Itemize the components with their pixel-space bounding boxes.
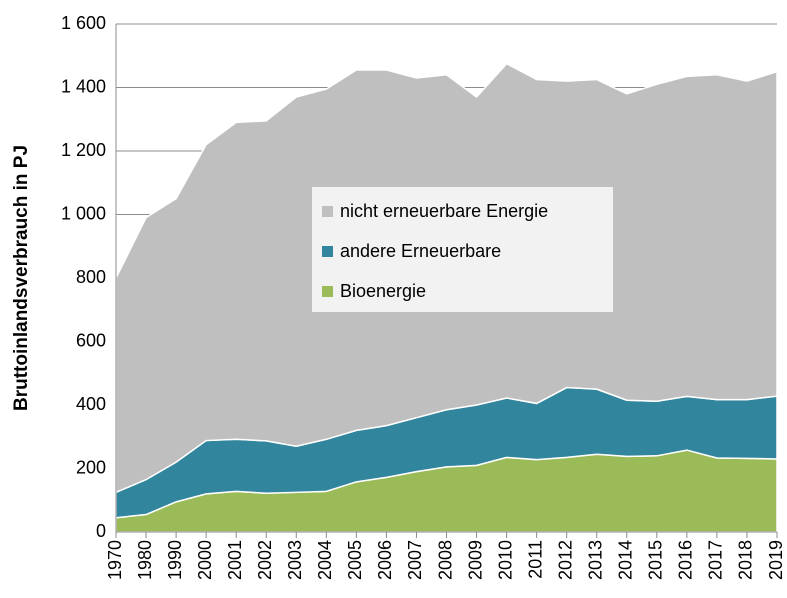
x-tick-label: 2009: [465, 540, 485, 580]
x-tick-label: 2011: [525, 540, 545, 579]
x-tick-label: 2013: [585, 540, 605, 580]
x-tick-label: 2008: [435, 540, 455, 580]
x-tick-label: 2016: [676, 540, 696, 580]
x-tick-label: 2014: [616, 540, 636, 580]
legend-swatch: [322, 246, 333, 257]
x-tick-label: 1980: [135, 540, 155, 580]
legend-label: Bioenergie: [340, 281, 426, 301]
x-tick-label: 2004: [315, 540, 335, 580]
x-tick-label: 2019: [766, 540, 786, 580]
legend-swatch: [322, 206, 333, 217]
x-tick-label: 2015: [646, 540, 666, 580]
x-tick-label: 2010: [495, 540, 515, 580]
x-tick-label: 1970: [105, 540, 125, 580]
x-tick-label: 1990: [165, 540, 185, 580]
x-tick-label: 2018: [736, 540, 756, 580]
y-tick-label: 800: [76, 267, 106, 287]
y-tick-label: 400: [76, 394, 106, 414]
y-tick-label: 1 400: [61, 76, 106, 96]
x-tick-label: 2000: [195, 540, 215, 580]
y-tick-label: 1 200: [61, 140, 106, 160]
y-tick-label: 1 000: [61, 203, 106, 223]
legend-swatch: [322, 286, 333, 297]
x-tick-label: 2006: [375, 540, 395, 580]
x-tick-label: 2005: [345, 540, 365, 580]
x-tick-label: 2012: [555, 540, 575, 580]
x-tick-label: 2002: [255, 540, 275, 580]
legend-label: nicht erneuerbare Energie: [340, 201, 548, 221]
y-axis-label: Bruttoinlandsverbrauch in PJ: [11, 145, 32, 411]
x-tick-label: 2017: [706, 540, 726, 580]
y-tick-label: 600: [76, 330, 106, 350]
x-tick-label: 2003: [285, 540, 305, 580]
y-tick-label: 200: [76, 457, 106, 477]
legend-label: andere Erneuerbare: [340, 241, 501, 261]
y-tick-label: 1 600: [61, 13, 106, 33]
x-tick-label: 2007: [405, 540, 425, 580]
y-tick-label: 0: [96, 521, 106, 541]
legend-box: [312, 187, 613, 312]
x-tick-label: 2001: [225, 540, 245, 580]
